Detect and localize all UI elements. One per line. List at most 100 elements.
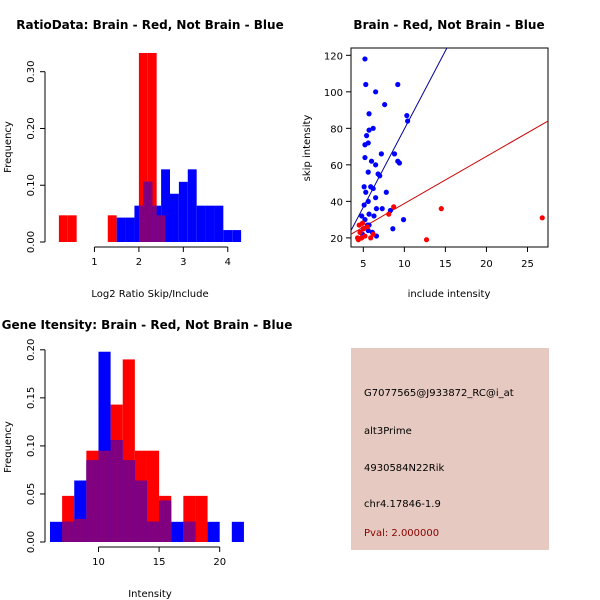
ratio-brain-bar [147,52,157,243]
scatter-title: Brain - Red, Not Brain - Blue [353,18,544,32]
not-brain-point [361,202,367,208]
not-brain-point [359,213,365,219]
brain-point [438,206,444,212]
ratio-not-brain-bar [214,205,224,242]
scatter-x-tick-label: 5 [360,259,366,270]
intensity-histogram-title: Gene Itensity: Brain - Red, Not Brain - … [2,318,293,332]
intensity-not-brain-bar [207,521,220,542]
intensity-brain-bar [146,450,160,542]
not-brain-point [366,127,372,133]
ratio-x-tick-label: 2 [136,257,142,268]
ratio-overlap-bar [147,181,153,242]
not-brain-point [370,125,376,131]
scatter-y-tick-label: 120 [324,51,343,62]
p-value: Pval: 2.000000 [364,528,439,539]
intensity-y-tick-label: 0.05 [26,483,37,505]
not-brain-point [363,81,369,88]
scatter-ylabel: skip intensity [302,115,313,182]
not-brain-point [365,198,371,204]
info-panel-background [351,348,549,550]
not-brain-point [373,162,379,168]
ratio-not-brain-bar [161,169,170,242]
ratio-brain-bar [138,52,148,243]
not-brain-point [382,101,388,108]
scatter-plot-box [350,47,549,248]
intensity-not-brain-bar [50,521,63,542]
info-panel: G7077565@J933872_RC@i_at alt3Prime 49305… [351,348,549,550]
ratio-histogram: RatioData: Brain - Red, Not Brain - Blue… [3,18,284,300]
ratio-histogram-ylabel: Frequency [3,121,14,173]
intensity-overlap-bar [134,480,147,542]
intensity-x-tick-label: 20 [213,557,226,568]
ratio-y-tick-label: 0.00 [26,231,37,253]
brain-point [370,231,376,237]
intensity-not-brain-bar [231,521,244,542]
intensity-x-tick-label: 10 [92,557,105,568]
brain-point [357,229,363,235]
brain-point [360,226,366,232]
not-brain-point [377,173,383,179]
intensity-scatter: Brain - Red, Not Brain - Blue include in… [302,18,549,300]
not-brain-point [362,56,368,62]
brain-point [386,211,392,217]
brain-fit-line [351,120,548,235]
intensity-y-tick-label: 0.15 [26,387,37,409]
intensity-brain-bar [195,495,208,542]
ratio-y-tick-label: 0.10 [26,174,37,196]
brain-point [391,204,397,210]
ratio-brain-bar [67,215,77,242]
not-brain-point [362,154,368,161]
brain-point [364,224,371,230]
scatter-y-tick-label: 60 [330,161,343,172]
scatter-x-tick-label: 20 [480,259,493,270]
ratio-not-brain-bar [232,230,242,242]
intensity-histogram: Gene Itensity: Brain - Red, Not Brain - … [2,318,293,600]
not-brain-point [378,151,384,157]
chromosome-location: chr4.17846-1.9 [364,499,441,510]
not-brain-point [395,81,401,88]
intensity-histogram-xlabel: Intensity [128,589,172,600]
not-brain-point [366,211,372,217]
ratio-histogram-title: RatioData: Brain - Red, Not Brain - Blue [16,18,283,32]
not-brain-point [400,217,407,223]
scatter-y-tick-label: 40 [330,197,343,208]
scatter-xlabel: include intensity [408,289,491,300]
intensity-overlap-bar [159,500,172,542]
not-brain-point [391,151,398,157]
not-brain-point [390,226,396,232]
ratio-histogram-xlabel: Log2 Ratio Skip/Include [91,289,208,300]
not-brain-point [362,217,368,223]
brain-point [359,220,366,226]
scatter-x-tick-label: 25 [521,259,534,270]
ratio-brain-bar [107,215,117,242]
ratio-y-tick-label: 0.30 [26,61,37,83]
intensity-x-tick-label: 15 [153,557,166,568]
ratio-not-brain-bar [223,230,233,242]
scatter-y-tick-label: 20 [330,234,343,245]
not-brain-point [383,189,389,195]
ratio-x-tick-label: 1 [91,257,97,268]
not-brain-point [396,160,403,166]
intensity-y-tick-label: 0.20 [26,339,37,361]
intensity-overlap-bar [74,518,87,542]
event-type: alt3Prime [364,426,412,437]
not-brain-point [363,189,369,195]
ratio-overlap-bar [161,215,166,242]
ratio-not-brain-bar [125,217,135,242]
brain-point [423,237,430,243]
not-brain-point [404,112,410,119]
scatter-x-tick-label: 10 [398,259,411,270]
ratio-overlap-bar [138,205,144,242]
ratio-not-brain-bar [205,205,215,242]
not-brain-point [373,89,379,95]
intensity-overlap-bar [62,521,75,542]
not-brain-point [373,195,379,201]
not-brain-point [368,158,375,164]
intensity-overlap-bar [110,440,123,542]
intensity-histogram-ylabel: Frequency [3,421,14,473]
scatter-y-tick-label: 100 [324,88,343,99]
ratio-brain-bar [58,215,68,242]
ratio-overlap-bar [143,181,148,242]
